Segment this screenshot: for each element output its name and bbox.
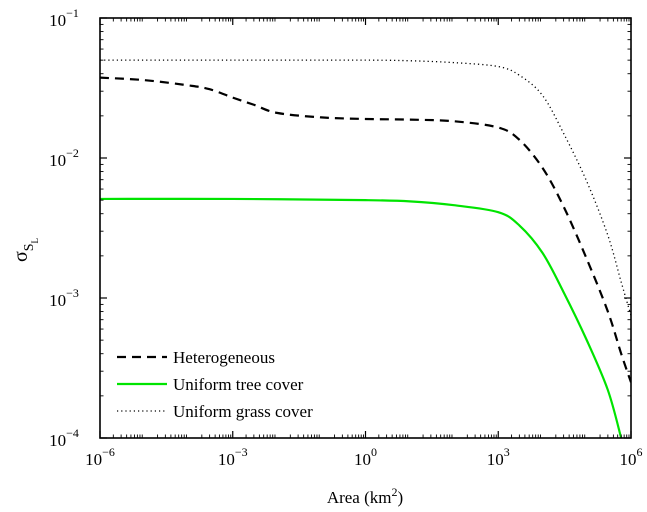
y-tick-label: 10−4 — [49, 426, 79, 450]
y-tick-label: 10−1 — [49, 6, 79, 30]
x-axis-title: Area (km2) — [327, 485, 403, 507]
legend-label-0: Heterogeneous — [173, 348, 275, 367]
y-axis-title: σSL — [10, 238, 40, 262]
y-tick-label: 10−2 — [49, 146, 79, 170]
series-line-0 — [100, 76, 631, 383]
x-tick-label: 10−3 — [218, 445, 248, 469]
series-line-1 — [100, 197, 623, 438]
x-tick-label: 100 — [354, 445, 377, 469]
tick-labels-layer: 10−6 10−3 100 103 106 10−4 10−3 10−2 10−1 — [49, 6, 642, 469]
y-tick-label: 10−3 — [49, 286, 79, 310]
x-tick-label: 10−6 — [85, 445, 115, 469]
ticks-layer — [99, 17, 632, 439]
legend-label-1: Uniform tree cover — [173, 375, 304, 394]
legend: Heterogeneous Uniform tree cover Uniform g… — [117, 348, 313, 421]
legend-label-2: Uniform grass cover — [173, 402, 313, 421]
plot-area — [100, 59, 631, 438]
x-tick-label: 106 — [620, 445, 643, 469]
x-tick-label: 103 — [487, 445, 510, 469]
series-layer — [100, 59, 631, 438]
